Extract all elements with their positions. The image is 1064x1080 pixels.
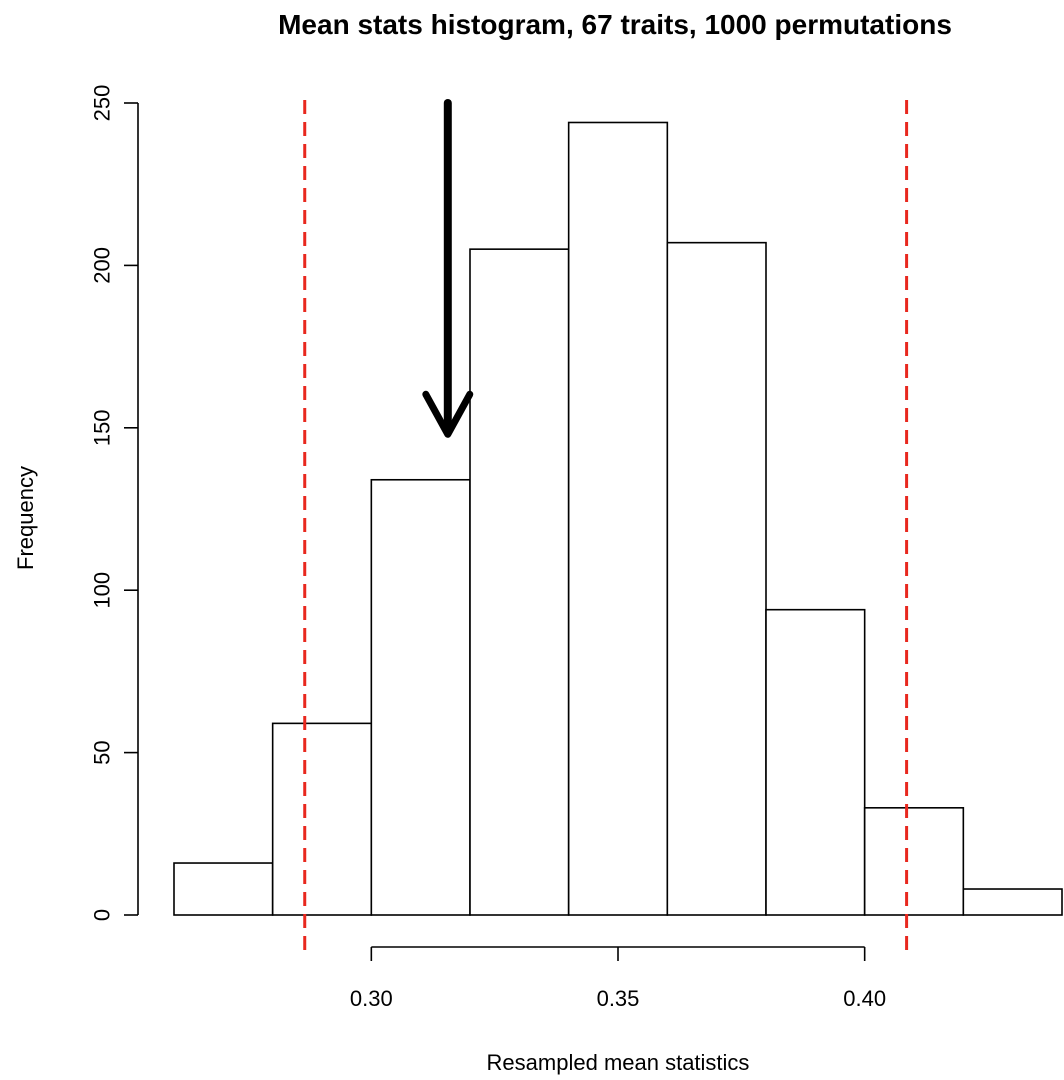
histogram-bar xyxy=(962,888,1063,916)
histogram-bars xyxy=(173,121,1063,916)
histogram-bar xyxy=(765,608,866,916)
reference-lines xyxy=(303,100,909,950)
y-tick-label: 0 xyxy=(90,909,115,921)
annotation-arrow xyxy=(422,99,474,438)
histogram-bar xyxy=(666,241,767,916)
y-tick-label: 200 xyxy=(90,247,115,284)
x-tick-label: 0.30 xyxy=(350,986,393,1011)
y-tick-label: 150 xyxy=(90,409,115,446)
histogram-bar xyxy=(567,121,669,916)
chart-title: Mean stats histogram, 67 traits, 1000 pe… xyxy=(278,9,952,40)
x-tick-label: 0.35 xyxy=(597,986,640,1011)
y-axis: 0 50 100 150 200 250 xyxy=(90,85,139,921)
x-axis-label: Resampled mean statistics xyxy=(487,1050,750,1075)
histogram-bar xyxy=(863,807,965,916)
x-tick-label: 0.40 xyxy=(843,986,886,1011)
histogram-bar xyxy=(469,248,570,916)
y-axis-label: Frequency xyxy=(13,466,38,570)
histogram-bar xyxy=(173,862,274,916)
histogram-bar xyxy=(271,722,373,916)
arrow-head xyxy=(422,390,474,438)
x-axis: 0.30 0.35 0.40 xyxy=(350,946,886,1011)
histogram-bar xyxy=(370,478,471,916)
y-tick-label: 250 xyxy=(90,85,115,122)
y-tick-label: 100 xyxy=(90,572,115,609)
y-tick-label: 50 xyxy=(90,740,115,764)
